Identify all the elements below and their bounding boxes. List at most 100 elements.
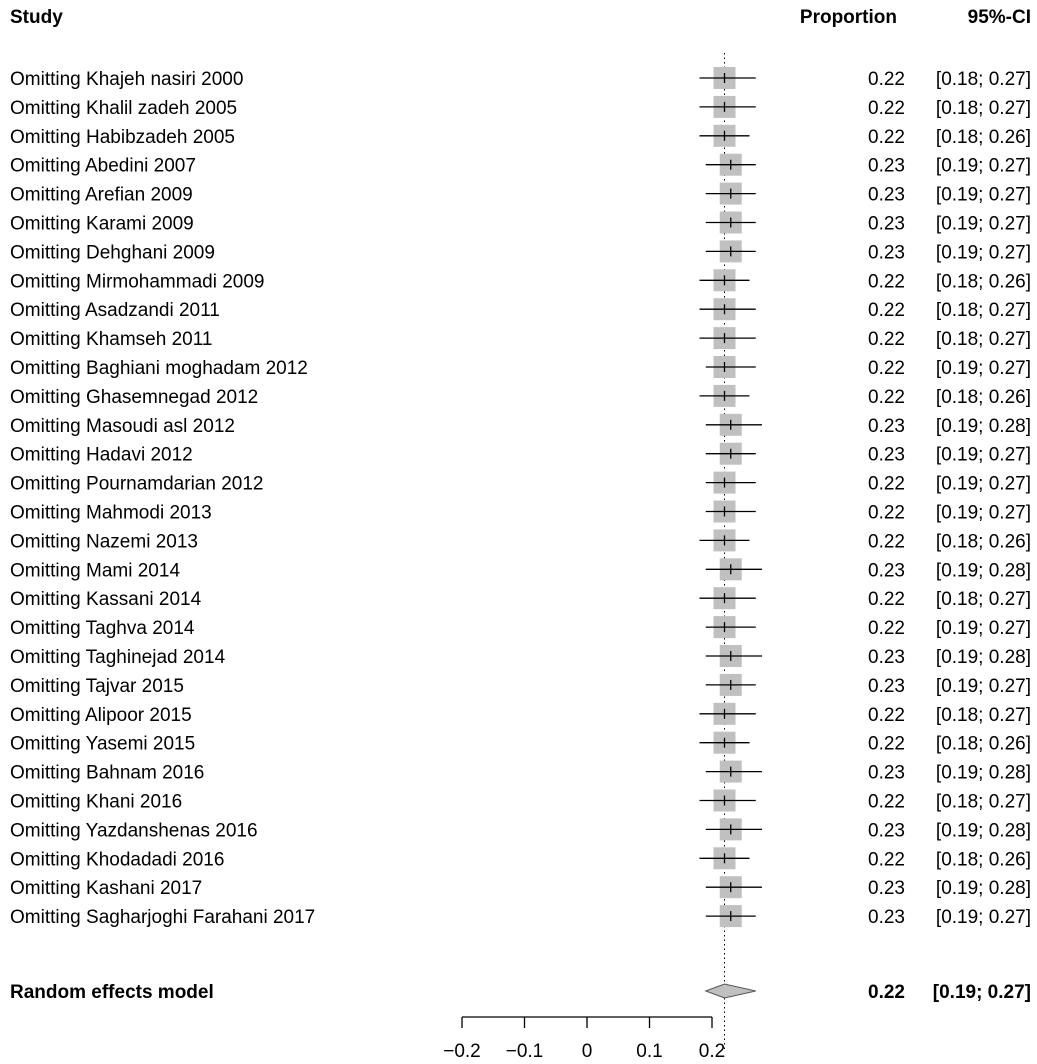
study-label: Omitting Masoudi asl 2012	[10, 416, 235, 437]
study-ci: [0.18; 0.26]	[936, 734, 1031, 755]
study-ci: [0.19; 0.27]	[936, 185, 1031, 206]
study-proportion: 0.23	[868, 185, 905, 206]
summary-proportion: 0.22	[868, 982, 905, 1003]
study-proportion: 0.23	[868, 560, 905, 581]
study-label: Omitting Bahnam 2016	[10, 763, 204, 784]
study-ci: [0.19; 0.28]	[936, 560, 1031, 581]
summary-diamond	[704, 983, 756, 999]
study-ci: [0.19; 0.27]	[936, 907, 1031, 928]
study-label: Omitting Mami 2014	[10, 560, 180, 581]
study-ci: [0.18; 0.26]	[936, 271, 1031, 292]
study-label: Omitting Taghva 2014	[10, 618, 195, 639]
study-proportion: 0.23	[868, 676, 905, 697]
study-ci: [0.19; 0.27]	[936, 503, 1031, 524]
study-proportion: 0.23	[868, 156, 905, 177]
study-label: Omitting Hadavi 2012	[10, 445, 193, 466]
summary-label: Random effects model	[10, 982, 214, 1003]
study-proportion: 0.22	[868, 589, 905, 610]
study-proportion: 0.22	[868, 734, 905, 755]
study-proportion: 0.23	[868, 763, 905, 784]
study-ci: [0.19; 0.27]	[936, 358, 1031, 379]
study-proportion: 0.23	[868, 445, 905, 466]
study-proportion: 0.23	[868, 647, 905, 668]
study-ci: [0.19; 0.27]	[936, 618, 1031, 639]
study-label: Omitting Kassani 2014	[10, 589, 202, 610]
study-label: Omitting Khani 2016	[10, 792, 182, 813]
study-proportion: 0.22	[868, 300, 905, 321]
study-proportion: 0.22	[868, 618, 905, 639]
study-proportion: 0.23	[868, 907, 905, 928]
study-label: Omitting Khajeh nasiri 2000	[10, 69, 243, 90]
study-proportion: 0.23	[868, 878, 905, 899]
study-ci: [0.18; 0.26]	[936, 849, 1031, 870]
study-proportion: 0.23	[868, 242, 905, 263]
study-label: Omitting Baghiani moghadam 2012	[10, 358, 308, 379]
study-proportion: 0.22	[868, 69, 905, 90]
study-ci: [0.19; 0.28]	[936, 416, 1031, 437]
study-ci: [0.18; 0.27]	[936, 792, 1031, 813]
study-label: Omitting Mahmodi 2013	[10, 503, 212, 524]
x-axis-tick-label: 0	[582, 1041, 593, 1062]
study-proportion: 0.22	[868, 127, 905, 148]
study-ci: [0.19; 0.27]	[936, 156, 1031, 177]
study-label: Omitting Abedini 2007	[10, 156, 196, 177]
study-label: Omitting Khodadadi 2016	[10, 849, 224, 870]
study-label: Omitting Khalil zadeh 2005	[10, 98, 237, 119]
study-proportion: 0.22	[868, 271, 905, 292]
study-proportion: 0.22	[868, 329, 905, 350]
x-axis-tick-label: 0.2	[699, 1041, 725, 1062]
x-axis-tick-label: −0.1	[506, 1041, 544, 1062]
study-proportion: 0.22	[868, 474, 905, 495]
study-label: Omitting Khamseh 2011	[10, 329, 212, 350]
study-ci: [0.18; 0.27]	[936, 329, 1031, 350]
study-proportion: 0.22	[868, 792, 905, 813]
study-ci: [0.18; 0.26]	[936, 531, 1031, 552]
study-label: Omitting Kashani 2017	[10, 878, 202, 899]
study-proportion: 0.22	[868, 849, 905, 870]
study-proportion: 0.22	[868, 705, 905, 726]
study-label: Omitting Habibzadeh 2005	[10, 127, 235, 148]
study-label: Omitting Dehghani 2009	[10, 242, 215, 263]
x-axis-tick-label: −0.2	[443, 1041, 481, 1062]
study-label: Omitting Yasemi 2015	[10, 734, 195, 755]
study-ci: [0.19; 0.27]	[936, 676, 1031, 697]
study-proportion: 0.22	[868, 503, 905, 524]
study-proportion: 0.22	[868, 358, 905, 379]
study-ci: [0.18; 0.27]	[936, 69, 1031, 90]
header-ci: 95%-CI	[968, 7, 1031, 28]
study-proportion: 0.22	[868, 387, 905, 408]
study-label: Omitting Taghinejad 2014	[10, 647, 226, 668]
header-study: Study	[10, 7, 63, 28]
study-ci: [0.19; 0.28]	[936, 647, 1031, 668]
study-label: Omitting Sagharjoghi Farahani 2017	[10, 907, 315, 928]
header-proportion: Proportion	[800, 7, 897, 28]
study-label: Omitting Tajvar 2015	[10, 676, 184, 697]
study-ci: [0.18; 0.27]	[936, 98, 1031, 119]
study-label: Omitting Asadzandi 2011	[10, 300, 220, 321]
study-label: Omitting Pournamdarian 2012	[10, 474, 263, 495]
study-proportion: 0.22	[868, 531, 905, 552]
study-ci: [0.18; 0.26]	[936, 387, 1031, 408]
study-ci: [0.19; 0.27]	[936, 474, 1031, 495]
study-label: Omitting Karami 2009	[10, 214, 194, 235]
study-ci: [0.18; 0.26]	[936, 127, 1031, 148]
study-label: Omitting Mirmohammadi 2009	[10, 271, 264, 292]
study-ci: [0.19; 0.27]	[936, 445, 1031, 466]
study-label: Omitting Alipoor 2015	[10, 705, 192, 726]
study-ci: [0.18; 0.27]	[936, 589, 1031, 610]
study-proportion: 0.23	[868, 416, 905, 437]
study-label: Omitting Nazemi 2013	[10, 531, 198, 552]
study-ci: [0.19; 0.28]	[936, 820, 1031, 841]
study-ci: [0.18; 0.27]	[936, 300, 1031, 321]
study-proportion: 0.22	[868, 98, 905, 119]
study-ci: [0.19; 0.28]	[936, 763, 1031, 784]
study-label: Omitting Ghasemnegad 2012	[10, 387, 258, 408]
study-ci: [0.18; 0.27]	[936, 705, 1031, 726]
summary-ci: [0.19; 0.27]	[933, 982, 1031, 1003]
study-label: Omitting Yazdanshenas 2016	[10, 820, 258, 841]
study-ci: [0.19; 0.28]	[936, 878, 1031, 899]
study-label: Omitting Arefian 2009	[10, 185, 193, 206]
study-ci: [0.19; 0.27]	[936, 242, 1031, 263]
study-ci: [0.19; 0.27]	[936, 214, 1031, 235]
